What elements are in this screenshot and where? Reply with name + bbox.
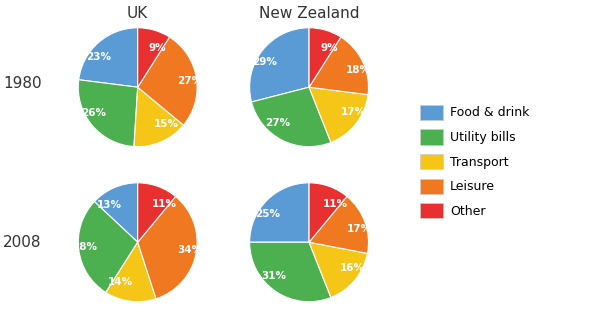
Wedge shape <box>94 183 138 242</box>
Wedge shape <box>309 196 368 253</box>
Wedge shape <box>78 80 138 147</box>
Text: 31%: 31% <box>261 271 286 281</box>
Text: 29%: 29% <box>252 57 277 68</box>
Text: UK: UK <box>127 6 148 21</box>
Wedge shape <box>250 28 309 102</box>
Text: 17%: 17% <box>341 107 366 117</box>
Text: 27%: 27% <box>177 76 203 86</box>
Text: 23%: 23% <box>86 52 111 62</box>
Wedge shape <box>250 242 331 302</box>
Text: 9%: 9% <box>149 43 166 53</box>
Text: 1980: 1980 <box>3 77 42 91</box>
Text: 15%: 15% <box>154 119 179 129</box>
Text: 18%: 18% <box>346 65 371 75</box>
Wedge shape <box>134 87 184 147</box>
Text: 11%: 11% <box>323 199 348 209</box>
Wedge shape <box>138 37 197 125</box>
Text: 14%: 14% <box>108 277 133 287</box>
Text: 34%: 34% <box>177 245 203 255</box>
Wedge shape <box>252 87 331 147</box>
Wedge shape <box>79 28 138 87</box>
Wedge shape <box>309 87 368 142</box>
Wedge shape <box>250 183 309 242</box>
Wedge shape <box>309 183 347 242</box>
Wedge shape <box>138 183 176 242</box>
Text: 25%: 25% <box>255 209 280 219</box>
Text: New Zealand: New Zealand <box>259 6 359 21</box>
Wedge shape <box>106 242 156 302</box>
Text: 26%: 26% <box>81 108 106 118</box>
Wedge shape <box>138 196 197 299</box>
Text: 16%: 16% <box>340 263 365 273</box>
Text: 11%: 11% <box>151 199 176 209</box>
Legend: Food & drink, Utility bills, Transport, Leisure, Other: Food & drink, Utility bills, Transport, … <box>416 101 533 222</box>
Wedge shape <box>309 37 368 95</box>
Wedge shape <box>309 28 341 87</box>
Wedge shape <box>138 28 170 87</box>
Text: 28%: 28% <box>73 242 97 252</box>
Text: 13%: 13% <box>97 200 122 210</box>
Text: 9%: 9% <box>320 43 338 53</box>
Text: 2008: 2008 <box>3 235 42 250</box>
Wedge shape <box>309 242 367 297</box>
Text: 17%: 17% <box>347 224 372 234</box>
Text: 27%: 27% <box>266 118 291 128</box>
Wedge shape <box>78 202 138 292</box>
